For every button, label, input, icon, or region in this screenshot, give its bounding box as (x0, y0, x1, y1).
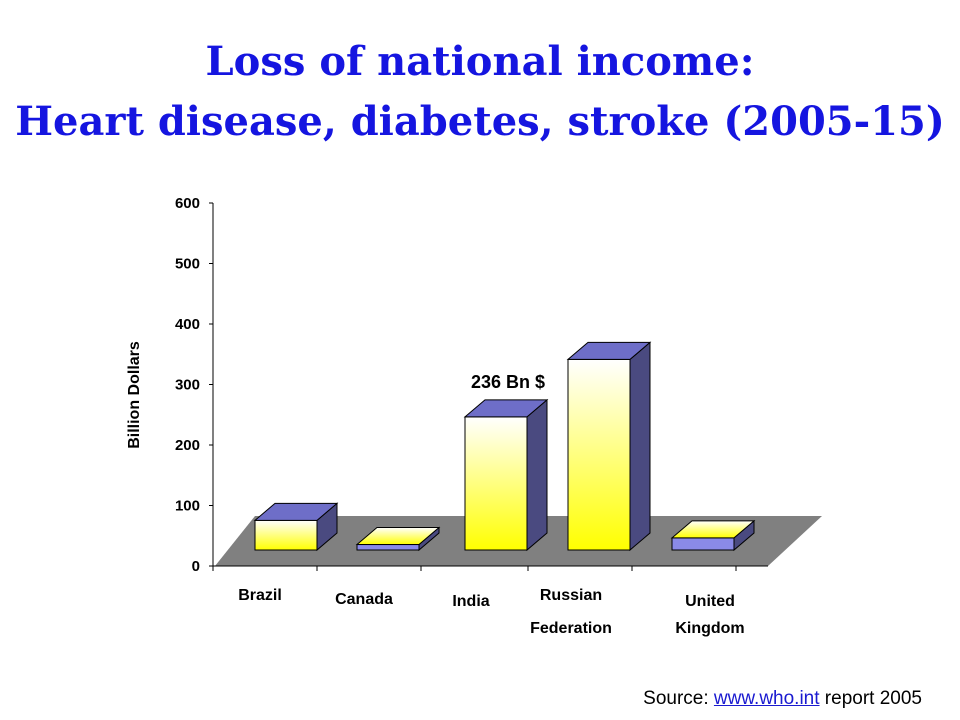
bar (566, 341, 652, 552)
bar (355, 526, 441, 552)
category-labels: Brazil Canada India Russian Federation United… (238, 587, 744, 637)
y-tick-label: 300 (175, 377, 200, 394)
bar-front (356, 544, 420, 551)
chart-title-line-2: Heart disease, diabetes, stroke (2005-15… (15, 98, 945, 145)
category-label: Canada (335, 591, 393, 608)
bar (670, 519, 756, 552)
source-link[interactable]: www.who.int (713, 688, 820, 709)
bar-top (463, 399, 549, 418)
bar-front (254, 519, 318, 551)
category-label: India (452, 593, 489, 610)
source-note: Source: www.who.int report 2005 (643, 688, 922, 710)
bar-top (566, 341, 652, 360)
bar-side (526, 398, 548, 552)
y-tick-label: 400 (175, 316, 200, 333)
chart-title-line-1: Loss of national income: (205, 38, 755, 85)
category-label: Kingdom (675, 620, 744, 637)
y-tick-label: 200 (175, 437, 200, 454)
bar-front (567, 358, 631, 551)
bar-side (629, 341, 651, 552)
data-annotation: 236 Bn $ (471, 372, 545, 392)
bar-front (671, 537, 735, 551)
bar (253, 502, 339, 552)
y-tick-label: 0 (192, 558, 200, 575)
source-suffix: report 2005 (819, 688, 922, 709)
y-axis: 0 100 200 300 400 500 600 (175, 195, 768, 575)
category-label: United (685, 593, 735, 610)
bars (253, 341, 756, 552)
category-label: Russian (540, 587, 602, 604)
category-label: Federation (530, 620, 612, 637)
bar-front (464, 416, 528, 551)
y-axis-label: Billion Dollars (126, 341, 143, 449)
bar-top (253, 502, 339, 521)
bar-top (355, 527, 441, 546)
y-tick-label: 600 (175, 195, 200, 212)
bar-top (670, 520, 756, 539)
y-tick-label: 500 (175, 256, 200, 273)
source-prefix: Source: (643, 688, 714, 709)
bar (463, 398, 549, 552)
y-tick-label: 100 (175, 498, 200, 515)
category-label: Brazil (238, 587, 282, 604)
